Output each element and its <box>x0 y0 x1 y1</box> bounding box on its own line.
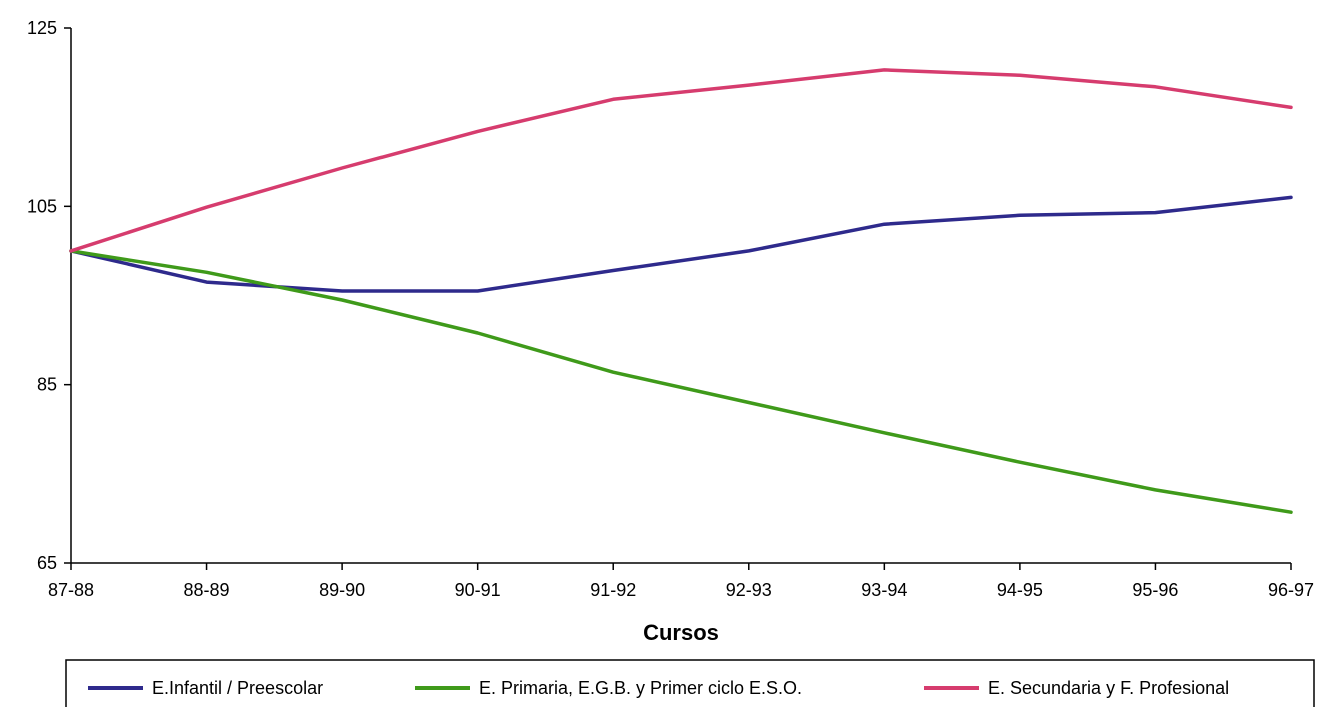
y-axis-ticks: 65 85 105 125 <box>27 18 71 573</box>
x-tick-label: 90-91 <box>455 580 501 600</box>
x-tick-label: 89-90 <box>319 580 365 600</box>
series-line-3 <box>69 68 1293 253</box>
legend-label-2: E. Primaria, E.G.B. y Primer ciclo E.S.O… <box>479 678 802 698</box>
y-tick-label: 125 <box>27 18 57 38</box>
x-tick-label: 87-88 <box>48 580 94 600</box>
y-tick-label: 65 <box>37 553 57 573</box>
legend-label-1: E.Infantil / Preescolar <box>152 678 323 698</box>
x-tick-label: 92-93 <box>726 580 772 600</box>
x-tick-label: 93-94 <box>861 580 907 600</box>
legend: E.Infantil / Preescolar E. Primaria, E.G.… <box>65 659 1315 707</box>
legend-label-3: E. Secundaria y F. Profesional <box>988 678 1229 698</box>
x-axis-title: Cursos <box>643 620 719 645</box>
series-lines <box>69 68 1293 514</box>
x-tick-label: 94-95 <box>997 580 1043 600</box>
legend-box <box>65 659 1315 707</box>
x-tick-label: 91-92 <box>590 580 636 600</box>
y-tick-label: 85 <box>37 375 57 395</box>
x-tick-label: 96-97 <box>1268 580 1314 600</box>
axes <box>70 28 1291 564</box>
series-line-1 <box>69 195 1293 293</box>
x-tick-label: 95-96 <box>1132 580 1178 600</box>
y-tick-label: 105 <box>27 196 57 216</box>
series-line-2 <box>69 249 1293 514</box>
x-tick-label: 88-89 <box>184 580 230 600</box>
x-axis-ticks: 87-88 88-89 89-90 90-91 91-92 92-93 93-94 94-95… <box>48 563 1314 600</box>
